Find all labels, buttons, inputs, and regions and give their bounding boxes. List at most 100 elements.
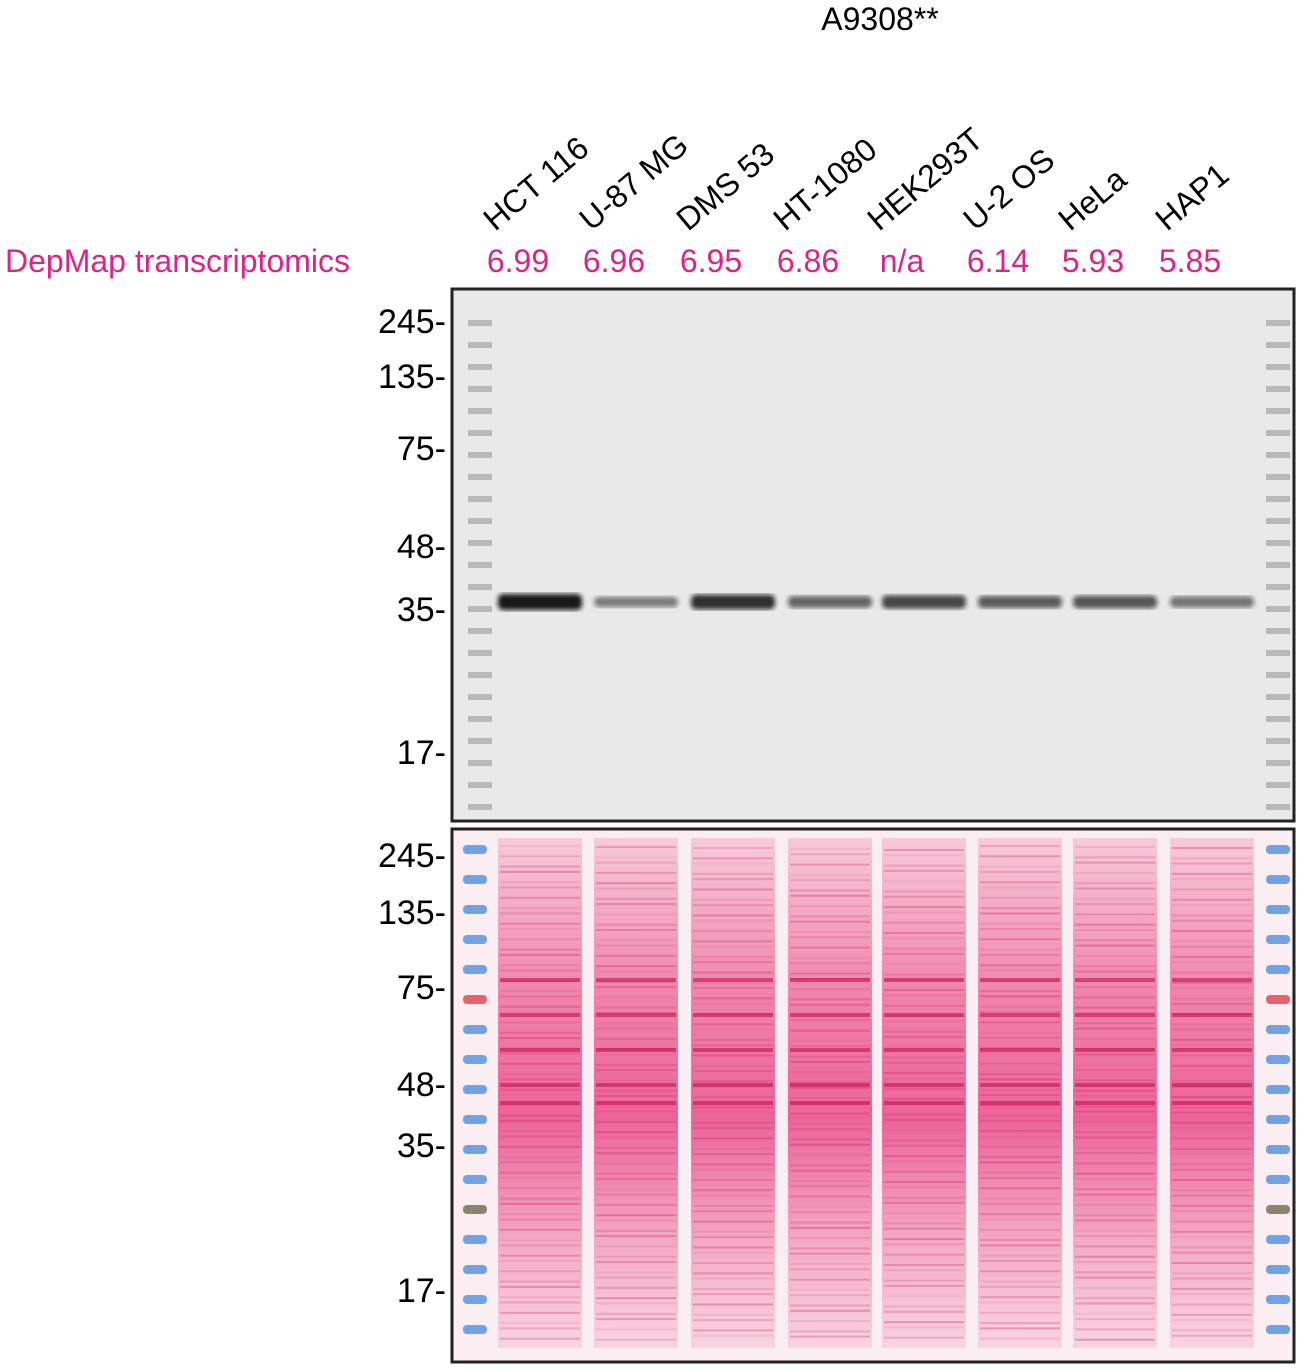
- ponceau-band: [1075, 1089, 1155, 1092]
- ponceau-band: [790, 1097, 870, 1099]
- ponceau-band: [1172, 1287, 1252, 1290]
- ponceau-band: [1075, 1013, 1155, 1017]
- ponceau-lane: [882, 838, 966, 1348]
- ponceau-band: [1172, 971, 1252, 974]
- ponceau-band: [980, 1244, 1060, 1247]
- ponceau-band: [1172, 1168, 1252, 1171]
- ponceau-band: [1075, 929, 1155, 931]
- ponceau-band: [1172, 1246, 1252, 1249]
- ponceau-band: [1075, 1203, 1155, 1206]
- ponceau-band: [980, 1036, 1060, 1039]
- ponceau-band: [1172, 1230, 1252, 1233]
- ponceau-band: [596, 1302, 676, 1305]
- ponceau-band: [1075, 1063, 1155, 1066]
- ponceau-band: [884, 849, 964, 851]
- ponceau-band: [980, 978, 1060, 982]
- ponceau-band: [1075, 1318, 1155, 1321]
- ladder-band: [1266, 562, 1290, 568]
- ponceau-band: [1075, 1146, 1155, 1149]
- ponceau-band: [884, 994, 964, 997]
- ponceau-band: [884, 1310, 964, 1313]
- ponceau-band: [1075, 856, 1155, 859]
- ponceau-ladder: [463, 1265, 487, 1274]
- ponceau-band: [790, 1252, 870, 1255]
- ponceau-band: [884, 1098, 964, 1100]
- ponceau-band: [884, 1035, 964, 1038]
- ponceau-band: [596, 1271, 676, 1274]
- ponceau-band: [596, 1069, 676, 1072]
- ponceau-band: [980, 964, 1060, 967]
- depmap-value: 6.99: [487, 243, 549, 279]
- ponceau-band: [596, 1152, 676, 1155]
- ponceau-band: [500, 1104, 580, 1107]
- ponceau-band: [693, 1101, 773, 1105]
- ponceau-band: [596, 913, 676, 916]
- ponceau-band: [596, 1048, 676, 1052]
- ponceau-band: [1172, 1220, 1252, 1223]
- ponceau-band: [500, 886, 580, 889]
- ponceau-band: [500, 1301, 580, 1304]
- ponceau-band: [693, 1163, 773, 1166]
- ponceau-band: [596, 944, 676, 947]
- ponceau-band: [1172, 1096, 1252, 1098]
- ponceau-band: [1075, 913, 1155, 916]
- ponceau-band: [693, 847, 773, 849]
- ponceau-band: [596, 1312, 676, 1315]
- ponceau-band: [884, 1155, 964, 1158]
- ponceau-band: [980, 1145, 1060, 1148]
- ponceau-band: [884, 854, 964, 857]
- ponceau-band: [884, 1222, 964, 1225]
- ladder-band: [468, 804, 492, 810]
- ponceau-band: [1075, 965, 1155, 968]
- ponceau-band: [500, 912, 580, 915]
- ponceau-band: [693, 1251, 773, 1254]
- ponceau-band: [980, 1202, 1060, 1205]
- ponceau-band: [500, 845, 580, 847]
- ponceau-band: [500, 1114, 580, 1117]
- ponceau-band: [790, 1128, 870, 1131]
- ponceau-band: [1172, 1153, 1252, 1156]
- ponceau-lane: [1170, 838, 1254, 1348]
- ponceau-band: [884, 932, 964, 934]
- ponceau-band: [596, 1105, 676, 1108]
- ponceau-band: [1172, 1038, 1252, 1041]
- ponceau-band: [1075, 1193, 1155, 1196]
- ladder-band: [1266, 804, 1290, 810]
- ponceau-band: [1075, 1152, 1155, 1155]
- ladder-band: [468, 584, 492, 590]
- mw-marker: 17-: [397, 1272, 446, 1310]
- ponceau-band: [1172, 1236, 1252, 1239]
- ponceau-band: [790, 1045, 870, 1048]
- ponceau-ladder: [1266, 995, 1290, 1004]
- ponceau-band: [980, 870, 1060, 873]
- ponceau-ladder: [463, 1205, 487, 1214]
- ponceau-band: [596, 1297, 676, 1300]
- depmap-value: 6.14: [967, 243, 1029, 279]
- ponceau-band: [693, 1137, 773, 1140]
- ponceau-band: [1172, 1137, 1252, 1140]
- ponceau-band: [1172, 1329, 1252, 1332]
- ponceau-band: [1075, 1338, 1155, 1341]
- band: [691, 594, 775, 610]
- ponceau-band: [790, 1081, 870, 1084]
- ponceau-band: [596, 1101, 676, 1105]
- ponceau-band: [1172, 1277, 1252, 1280]
- ponceau-band: [980, 845, 1060, 847]
- ponceau-band: [500, 1161, 580, 1164]
- ponceau-band: [1075, 923, 1155, 926]
- ponceau-band: [1075, 939, 1155, 942]
- lane-label: U-87 MG: [572, 126, 695, 237]
- ponceau-band: [790, 1226, 870, 1229]
- ponceau-band: [1075, 871, 1155, 874]
- ponceau-band: [596, 1053, 676, 1056]
- ponceau-band: [1172, 1272, 1252, 1275]
- ponceau-band: [884, 1113, 964, 1116]
- ponceau-band: [1172, 1179, 1252, 1181]
- depmap-value: 6.95: [680, 243, 742, 279]
- ponceau-band: [1172, 857, 1252, 860]
- ponceau-band: [884, 1321, 964, 1324]
- ponceau-band: [693, 1272, 773, 1275]
- ponceau-band: [980, 1311, 1060, 1314]
- ponceau-band: [980, 1187, 1060, 1190]
- ponceau-ladder: [463, 1325, 487, 1334]
